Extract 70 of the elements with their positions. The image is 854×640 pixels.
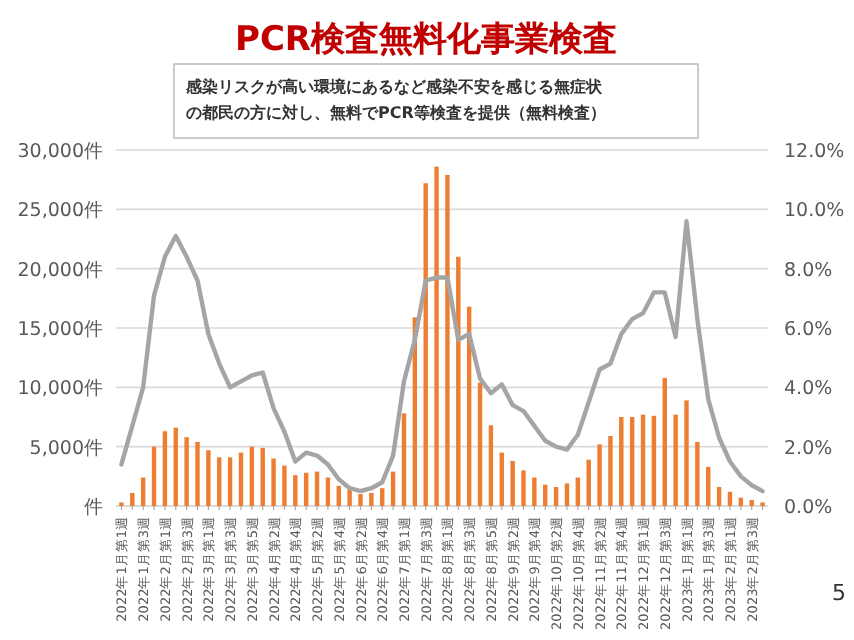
bar [369,492,374,506]
y2-tick-label: 4.0% [784,378,833,401]
y-tick-label: 30,000件 [17,141,104,163]
bar [195,441,200,506]
bar [564,483,570,506]
bar [303,472,309,506]
bar [695,441,700,506]
bar [390,471,396,506]
bar [608,435,613,506]
bar [162,431,168,506]
y-tick-label: 10,000件 [17,378,104,401]
bar [151,446,157,506]
y2-tick-label: 8.0% [784,259,833,282]
bar [651,415,657,506]
bar [217,457,222,506]
bar [249,446,255,506]
bar [358,494,363,506]
y2-tick-label: 10.0% [784,200,845,223]
bar [293,475,298,506]
bar [662,377,667,506]
bar [640,414,646,506]
y2-tick-label: 12.0% [784,141,845,163]
bar [532,477,537,506]
bar [586,459,591,506]
text: 5 [832,580,846,606]
bar [260,447,265,506]
bar [347,489,352,506]
bar [521,470,526,506]
y2-tick-label: 2.0% [784,437,833,460]
bar [184,437,189,506]
bar [597,444,602,506]
bar [401,413,407,506]
bar [749,500,754,506]
bar [488,425,494,506]
bar [282,465,287,506]
bar [336,485,341,506]
y-tick-label: 件 [84,497,104,519]
bar [510,460,515,506]
chart-subtitle: 感染リスクが高い環境にあるなど感染不安を感じる無症状の都民の方に対し、無料でPCR等検査を提供（無料検査） [186,76,608,126]
y-tick-label: 25,000件 [17,200,104,223]
bar [619,417,624,506]
bar [434,166,439,506]
bar [325,477,331,506]
bar [173,427,178,506]
bar [380,488,385,506]
bar [673,414,678,506]
bar [238,452,244,506]
bar [271,458,276,506]
bar [227,457,233,506]
bar [206,450,211,506]
y2-tick-label: 0.0% [784,497,833,519]
bar [130,492,135,506]
y-tick-label: 20,000件 [17,259,104,282]
bar [314,471,320,506]
bar [477,382,483,506]
chart-title: PCR検査無料化事業検査 [234,20,618,60]
bar [684,400,689,506]
bar [456,256,461,506]
bar [629,417,635,506]
bar [499,452,504,506]
bar [706,466,711,506]
bar [575,477,581,506]
y2-tick-label: 6.0% [784,319,833,341]
y-tick-label: 15,000件 [17,319,104,341]
bar [716,487,722,506]
y-tick-label: 5,000件 [29,437,104,460]
bar [140,477,146,506]
line-series [119,219,765,494]
bar [553,487,559,506]
bar [445,174,450,506]
